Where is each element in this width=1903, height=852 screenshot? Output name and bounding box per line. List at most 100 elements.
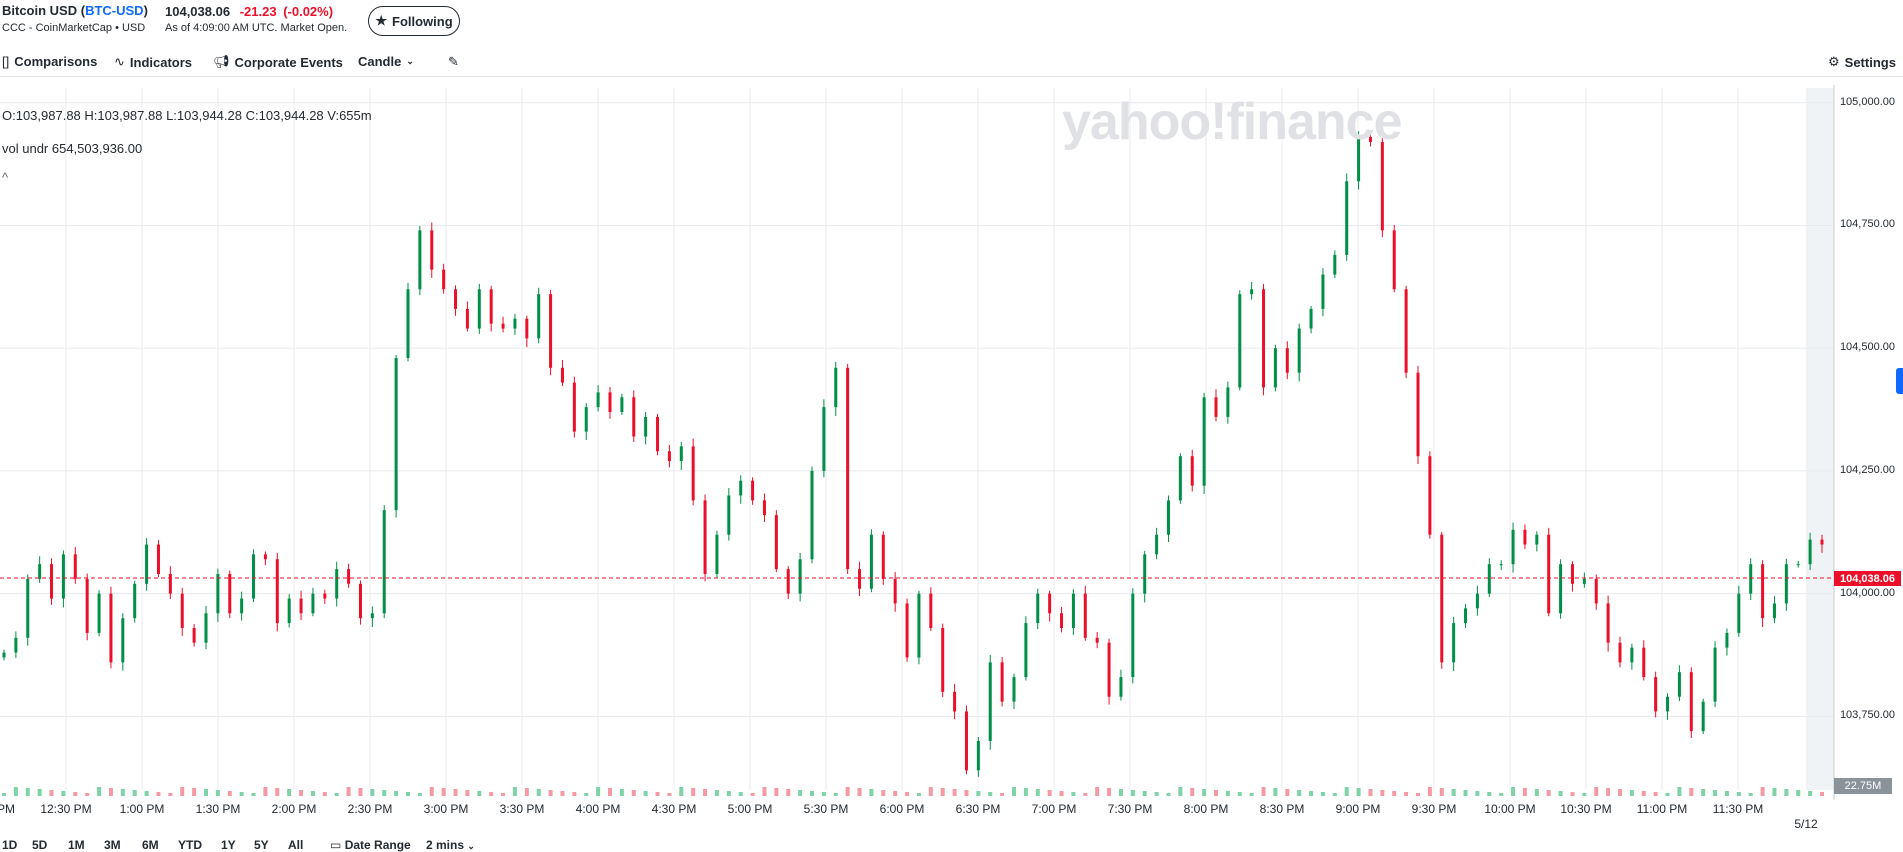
- candle-body: [192, 628, 196, 643]
- x-tick-label: 10:00 PM: [1484, 802, 1536, 816]
- volume-label: 22.75M: [1834, 778, 1892, 794]
- range-button-1d[interactable]: 1D: [2, 838, 18, 852]
- volume-bar: [406, 792, 410, 796]
- current-price: 104,038.06: [165, 4, 231, 19]
- range-button-1y[interactable]: 1Y: [221, 838, 236, 852]
- volume-bar: [85, 793, 90, 796]
- volume-bars: [2, 787, 1824, 796]
- volume-bar: [1689, 788, 1694, 796]
- volume-bar: [1582, 793, 1587, 796]
- volume-bar: [1713, 790, 1718, 796]
- volume-bar: [1534, 789, 1539, 796]
- x-tick-label: 5:00 PM: [727, 802, 773, 816]
- candle-body: [1285, 348, 1289, 373]
- volume-bar: [1368, 789, 1373, 796]
- x-tick-label: PM: [0, 802, 15, 816]
- candle-body: [1701, 701, 1705, 732]
- candle-body: [1238, 294, 1242, 388]
- pencil-icon: ✎: [448, 54, 459, 69]
- volume-bar: [441, 788, 446, 796]
- candle-body: [358, 583, 362, 619]
- range-button-5y[interactable]: 5Y: [254, 838, 269, 852]
- volume-bar: [703, 789, 708, 796]
- volume-bar: [1142, 791, 1147, 796]
- volume-bar: [1059, 791, 1064, 796]
- volume-bar: [845, 787, 850, 796]
- volume-bar: [1665, 793, 1670, 796]
- candle-body: [1155, 534, 1159, 555]
- date-range-button[interactable]: ▭ Date Range: [330, 838, 411, 852]
- y-tick-label: 104,000.00: [1839, 586, 1895, 599]
- candle-body: [1345, 181, 1349, 255]
- range-button-ytd[interactable]: YTD: [178, 838, 202, 852]
- volume-bar: [239, 792, 244, 796]
- candle-body: [180, 593, 184, 628]
- candle-body: [881, 534, 885, 579]
- price-summary: 104,038.06 -21.23 (-0.02%): [165, 4, 333, 19]
- indicators-icon: ∿: [114, 54, 125, 69]
- corporate-events-button[interactable]: 📢︎ Corporate Events: [213, 54, 343, 70]
- ticker-link[interactable]: BTC-USD: [85, 3, 144, 18]
- candle-body: [38, 564, 42, 579]
- x-tick-label: 7:30 PM: [1107, 802, 1153, 816]
- indicators-button[interactable]: ∿ Indicators: [114, 54, 192, 70]
- megaphone-icon: 📢︎: [213, 54, 230, 69]
- candle-body: [1725, 632, 1729, 648]
- candle-body: [14, 637, 18, 653]
- volume-bar: [1677, 787, 1682, 796]
- candle-body: [905, 603, 909, 658]
- candle-body: [667, 451, 671, 462]
- volume-bar: [1035, 789, 1040, 796]
- collapse-caret-icon[interactable]: ^: [2, 170, 9, 185]
- volume-bar: [976, 791, 981, 796]
- settings-button[interactable]: ⚙ Settings: [1828, 54, 1896, 70]
- volume-bar: [774, 788, 779, 796]
- range-button-6m[interactable]: 6M: [142, 838, 159, 852]
- volume-bar: [227, 791, 232, 796]
- draw-button[interactable]: ✎: [448, 54, 459, 70]
- volume-bar: [1083, 793, 1088, 796]
- candle-body: [1689, 672, 1693, 732]
- range-button-all[interactable]: All: [288, 838, 304, 852]
- volume-bar: [1820, 792, 1824, 796]
- volume-bar: [322, 792, 327, 796]
- chart-type-dropdown[interactable]: Candle ⌄: [358, 54, 414, 69]
- volume-bar: [1178, 787, 1183, 796]
- volume-bar: [1511, 787, 1516, 796]
- comparisons-button[interactable]: [] Comparisons: [2, 54, 97, 69]
- volume-bar: [940, 788, 945, 796]
- x-tick-label: 9:30 PM: [1411, 802, 1457, 816]
- volume-bar: [679, 787, 684, 796]
- candle-body: [394, 358, 398, 511]
- interval-dropdown[interactable]: 2 mins ⌄: [426, 838, 475, 852]
- instrument-source: CCC - CoinMarketCap • USD: [2, 22, 146, 34]
- volume-bar: [1522, 788, 1527, 796]
- candle-body: [953, 691, 957, 712]
- candle-body: [1416, 372, 1420, 457]
- x-tick-label: 8:00 PM: [1183, 802, 1229, 816]
- candle-body: [1630, 647, 1634, 663]
- ohlcv-readout: O:103,987.88 H:103,987.88 L:103,944.28 C…: [2, 108, 372, 123]
- candle-body: [656, 416, 660, 452]
- side-panel-tab[interactable]: [1896, 368, 1903, 394]
- candle-body: [762, 500, 766, 516]
- volume-bar: [1118, 789, 1123, 796]
- candle-body: [1143, 554, 1147, 594]
- gear-icon: ⚙: [1828, 54, 1840, 69]
- range-button-3m[interactable]: 3M: [104, 838, 121, 852]
- candle-body: [774, 515, 778, 570]
- volume-bar: [1000, 793, 1005, 796]
- x-tick-label: 4:30 PM: [651, 802, 697, 816]
- volume-bar: [358, 788, 363, 796]
- volume-bar: [168, 793, 173, 796]
- volume-bar: [299, 790, 304, 796]
- following-button[interactable]: ★ Following: [368, 6, 460, 36]
- candle-body: [1475, 593, 1479, 609]
- range-button-1m[interactable]: 1M: [68, 838, 85, 852]
- volume-bar: [512, 787, 517, 796]
- candle-body: [1202, 397, 1206, 486]
- settings-label: Settings: [1844, 54, 1896, 70]
- volume-bar: [275, 788, 280, 796]
- range-button-5d[interactable]: 5D: [32, 838, 48, 852]
